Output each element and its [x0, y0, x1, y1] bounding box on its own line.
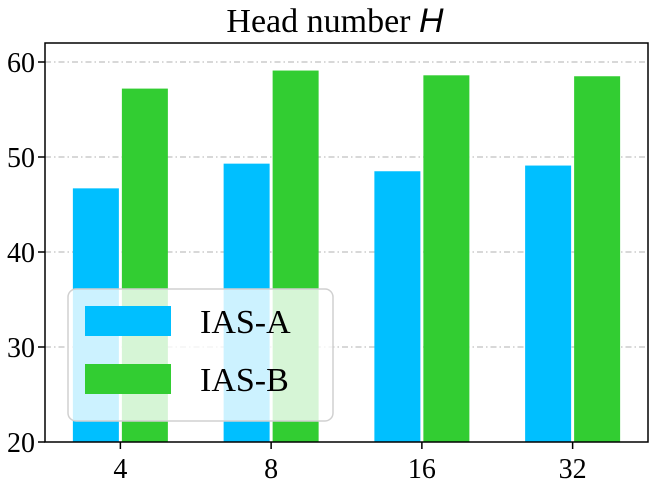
legend-label-ias-a: IAS-A	[200, 304, 291, 341]
y-tick-label: 20	[7, 428, 35, 459]
x-axis: 4 8 16 32	[113, 442, 587, 481]
bar-ias-b-16	[423, 75, 470, 443]
x-tick-label: 8	[264, 454, 278, 481]
chart-title: Head number H	[226, 2, 444, 40]
x-tick-label: 4	[113, 454, 127, 481]
x-tick-label: 32	[559, 454, 587, 481]
legend-swatch-ias-a	[85, 306, 171, 336]
x-tick-label: 16	[408, 454, 436, 481]
chart-title-variable: H	[419, 2, 444, 40]
y-tick-label: 40	[7, 238, 35, 269]
legend-label-ias-b: IAS-B	[200, 362, 289, 399]
bar-ias-b-32	[574, 76, 621, 442]
y-tick-label: 50	[7, 143, 35, 174]
y-tick-label: 60	[7, 48, 35, 79]
bar-ias-a-16	[374, 171, 421, 442]
y-tick-label: 30	[7, 333, 35, 364]
bar-ias-a-32	[525, 165, 572, 443]
plot-frame	[44, 42, 649, 443]
y-axis: 20 30 40 50 60	[7, 48, 45, 459]
chart-title-text: Head number	[226, 3, 419, 40]
legend: IAS-A IAS-B	[67, 288, 334, 422]
legend-swatch-ias-b	[85, 364, 171, 394]
